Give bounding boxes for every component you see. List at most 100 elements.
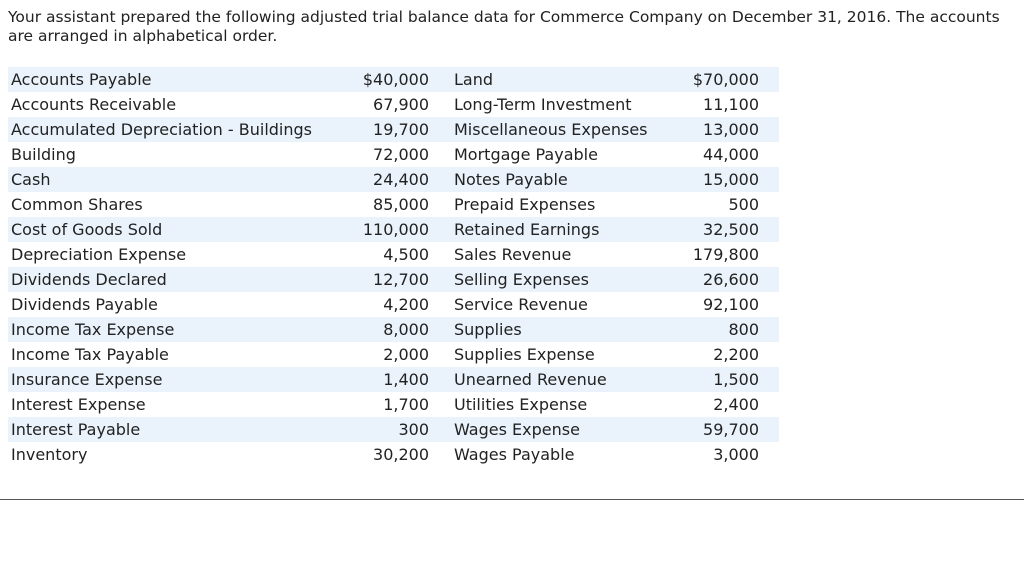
left-account-amount: 30,200 xyxy=(349,442,429,467)
left-account-name: Dividends Declared xyxy=(8,267,349,292)
left-account-name: Common Shares xyxy=(8,192,349,217)
right-account-amount: $70,000 xyxy=(669,67,779,92)
left-account-name: Building xyxy=(8,142,349,167)
right-account-name: Utilities Expense xyxy=(454,392,669,417)
trial-balance-row: Building 72,000 Mortgage Payable 44,000 xyxy=(8,142,779,167)
right-account-name: Supplies xyxy=(454,317,669,342)
column-gap xyxy=(429,167,454,192)
right-account-name: Notes Payable xyxy=(454,167,669,192)
left-account-amount: 2,000 xyxy=(349,342,429,367)
right-account-name: Land xyxy=(454,67,669,92)
right-account-amount: 800 xyxy=(669,317,779,342)
left-account-name: Cash xyxy=(8,167,349,192)
trial-balance-row: Income Tax Payable 2,000 Supplies Expense 2… xyxy=(8,342,779,367)
right-account-name: Wages Expense xyxy=(454,417,669,442)
trial-balance-row: Interest Expense 1,700 Utilities Expense 2,… xyxy=(8,392,779,417)
trial-balance-row: Accumulated Depreciation - Buildings 19,7… xyxy=(8,117,779,142)
right-account-name: Long-Term Investment xyxy=(454,92,669,117)
left-account-amount: 72,000 xyxy=(349,142,429,167)
column-gap xyxy=(429,92,454,117)
right-account-amount: 500 xyxy=(669,192,779,217)
right-account-name: Wages Payable xyxy=(454,442,669,467)
left-account-amount: 67,900 xyxy=(349,92,429,117)
column-gap xyxy=(429,67,454,92)
right-account-name: Sales Revenue xyxy=(454,242,669,267)
trial-balance-row: Interest Payable 300 Wages Expense 59,700 xyxy=(8,417,779,442)
left-account-amount: 1,700 xyxy=(349,392,429,417)
column-gap xyxy=(429,392,454,417)
left-account-amount: 4,500 xyxy=(349,242,429,267)
left-account-name: Accounts Payable xyxy=(8,67,349,92)
column-gap xyxy=(429,267,454,292)
trial-balance-row: Dividends Payable 4,200 Service Revenue 92,… xyxy=(8,292,779,317)
trial-balance-row: Common Shares 85,000 Prepaid Expenses 500 xyxy=(8,192,779,217)
left-account-amount: 300 xyxy=(349,417,429,442)
left-account-name: Interest Payable xyxy=(8,417,349,442)
right-account-name: Unearned Revenue xyxy=(454,367,669,392)
trial-balance-row: Accounts Payable $40,000 Land $70,000 xyxy=(8,67,779,92)
right-account-name: Selling Expenses xyxy=(454,267,669,292)
column-gap xyxy=(429,417,454,442)
left-account-amount: 4,200 xyxy=(349,292,429,317)
right-account-amount: 1,500 xyxy=(669,367,779,392)
right-account-amount: 32,500 xyxy=(669,217,779,242)
right-account-amount: 2,200 xyxy=(669,342,779,367)
left-account-amount: 19,700 xyxy=(349,117,429,142)
right-account-name: Prepaid Expenses xyxy=(454,192,669,217)
trial-balance-row: Income Tax Expense 8,000 Supplies 800 xyxy=(8,317,779,342)
left-account-amount: 1,400 xyxy=(349,367,429,392)
right-account-amount: 2,400 xyxy=(669,392,779,417)
right-account-amount: 92,100 xyxy=(669,292,779,317)
problem-intro-text: Your assistant prepared the following ad… xyxy=(8,8,1000,45)
column-gap xyxy=(429,442,454,467)
column-gap xyxy=(429,142,454,167)
left-account-name: Inventory xyxy=(8,442,349,467)
right-account-amount: 59,700 xyxy=(669,417,779,442)
trial-balance-row: Accounts Receivable 67,900 Long-Term Inves… xyxy=(8,92,779,117)
column-gap xyxy=(429,367,454,392)
column-gap xyxy=(429,292,454,317)
left-account-amount: 8,000 xyxy=(349,317,429,342)
column-gap xyxy=(429,342,454,367)
column-gap xyxy=(429,242,454,267)
trial-balance-row: Cost of Goods Sold 110,000 Retained Earnin… xyxy=(8,217,779,242)
left-account-amount: 110,000 xyxy=(349,217,429,242)
trial-balance-row: Inventory 30,200 Wages Payable 3,000 xyxy=(8,442,779,467)
column-gap xyxy=(429,217,454,242)
trial-balance-row: Cash 24,400 Notes Payable 15,000 xyxy=(8,167,779,192)
left-account-name: Cost of Goods Sold xyxy=(8,217,349,242)
left-account-name: Depreciation Expense xyxy=(8,242,349,267)
right-account-name: Mortgage Payable xyxy=(454,142,669,167)
trial-balance-table-wrapper: Accounts Payable $40,000 Land $70,000 Accoun… xyxy=(8,67,779,467)
left-account-name: Insurance Expense xyxy=(8,367,349,392)
right-account-name: Service Revenue xyxy=(454,292,669,317)
trial-balance-row: Insurance Expense 1,400 Unearned Revenue 1,… xyxy=(8,367,779,392)
right-account-name: Supplies Expense xyxy=(454,342,669,367)
right-account-amount: 44,000 xyxy=(669,142,779,167)
right-account-amount: 26,600 xyxy=(669,267,779,292)
left-account-name: Dividends Payable xyxy=(8,292,349,317)
right-account-name: Retained Earnings xyxy=(454,217,669,242)
left-account-amount: 12,700 xyxy=(349,267,429,292)
trial-balance-body: Accounts Payable $40,000 Land $70,000 Accoun… xyxy=(8,67,779,467)
column-gap xyxy=(429,117,454,142)
right-account-amount: 13,000 xyxy=(669,117,779,142)
column-gap xyxy=(429,317,454,342)
right-account-amount: 11,100 xyxy=(669,92,779,117)
left-account-name: Income Tax Payable xyxy=(8,342,349,367)
right-account-amount: 179,800 xyxy=(669,242,779,267)
trial-balance-row: Depreciation Expense 4,500 Sales Revenue 17… xyxy=(8,242,779,267)
right-account-amount: 15,000 xyxy=(669,167,779,192)
left-account-amount: 85,000 xyxy=(349,192,429,217)
left-account-amount: 24,400 xyxy=(349,167,429,192)
right-account-amount: 3,000 xyxy=(669,442,779,467)
trial-balance-row: Dividends Declared 12,700 Selling Expenses… xyxy=(8,267,779,292)
right-account-name: Miscellaneous Expenses xyxy=(454,117,669,142)
section-divider xyxy=(0,499,1024,500)
left-account-name: Interest Expense xyxy=(8,392,349,417)
column-gap xyxy=(429,192,454,217)
left-account-name: Accounts Receivable xyxy=(8,92,349,117)
left-account-amount: $40,000 xyxy=(349,67,429,92)
left-account-name: Accumulated Depreciation - Buildings xyxy=(8,117,349,142)
left-account-name: Income Tax Expense xyxy=(8,317,349,342)
